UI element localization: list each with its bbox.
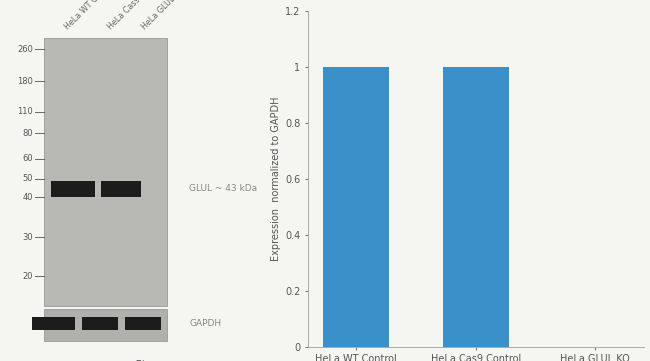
Text: Fig. a: Fig. a xyxy=(135,360,164,361)
Text: HeLa Cas9 Control: HeLa Cas9 Control xyxy=(106,0,165,31)
Text: 30: 30 xyxy=(23,233,33,242)
Text: HeLa GLUL KO: HeLa GLUL KO xyxy=(140,0,187,31)
Text: 50: 50 xyxy=(23,174,33,183)
Text: 80: 80 xyxy=(23,129,33,138)
Y-axis label: Expression  normalized to GAPDH: Expression normalized to GAPDH xyxy=(271,96,281,261)
Text: 110: 110 xyxy=(18,107,33,116)
Text: 60: 60 xyxy=(23,154,33,163)
Bar xyxy=(44,309,166,340)
Text: 260: 260 xyxy=(17,45,33,54)
Text: GLUL ~ 43 kDa: GLUL ~ 43 kDa xyxy=(189,184,257,193)
Bar xyxy=(443,67,508,347)
Bar xyxy=(44,38,166,306)
Bar xyxy=(101,181,141,197)
Text: 180: 180 xyxy=(17,77,33,86)
Bar xyxy=(51,181,95,197)
Text: GAPDH: GAPDH xyxy=(189,319,222,328)
Bar xyxy=(125,317,161,330)
Text: 40: 40 xyxy=(23,193,33,202)
Bar xyxy=(83,317,118,330)
Text: HeLa WT Control: HeLa WT Control xyxy=(63,0,117,31)
Text: 20: 20 xyxy=(23,271,33,280)
Bar xyxy=(323,67,389,347)
Bar xyxy=(32,317,75,330)
